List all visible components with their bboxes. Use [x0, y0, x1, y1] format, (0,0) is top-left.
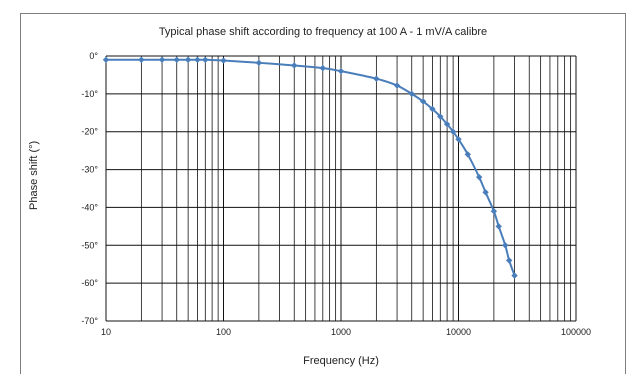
data-point-marker: [505, 257, 513, 264]
data-point-marker: [408, 90, 415, 98]
data-point-marker: [490, 208, 498, 215]
data-point-marker: [373, 75, 380, 82]
data-point-marker: [255, 59, 263, 67]
y-tick-label: -40°: [81, 202, 98, 212]
data-point-marker: [337, 67, 345, 75]
y-tick-label: -60°: [81, 278, 98, 288]
data-point-marker: [194, 56, 201, 63]
y-tick-label: -50°: [81, 240, 98, 250]
data-point-marker: [173, 56, 180, 63]
y-tick-label: -30°: [81, 165, 98, 175]
chart-title: Typical phase shift according to frequen…: [158, 26, 488, 38]
data-point-marker: [419, 98, 427, 105]
data-point-marker: [437, 113, 444, 120]
data-point-marker: [319, 64, 326, 72]
x-tick-label: 1000: [331, 327, 351, 337]
data-point-marker: [475, 173, 483, 181]
data-point-marker: [511, 272, 518, 279]
data-point-marker: [502, 242, 509, 249]
data-point-marker: [429, 105, 436, 113]
data-point-marker: [495, 223, 502, 230]
y-tick-label: 0°: [89, 51, 98, 61]
data-point-marker: [102, 56, 110, 63]
data-point-marker: [291, 62, 298, 69]
data-point-marker: [455, 136, 462, 143]
x-axis-label: Frequency (Hz): [303, 355, 379, 367]
data-point-marker: [464, 151, 472, 158]
data-point-marker: [158, 56, 166, 63]
y-tick-label: -10°: [81, 89, 98, 99]
x-tick-label: 100: [216, 327, 231, 337]
x-tick-label: 10000: [446, 327, 471, 337]
y-tick-label: -20°: [81, 127, 98, 137]
data-point-marker: [138, 56, 145, 63]
data-point-marker: [393, 82, 401, 89]
data-point-marker: [443, 120, 451, 128]
data-point-marker: [184, 56, 192, 63]
x-tick-label: 100000: [561, 327, 591, 337]
data-point-marker: [220, 57, 227, 64]
y-tick-label: -70°: [81, 316, 98, 326]
data-point-marker: [202, 56, 209, 63]
chart-frame: [20, 13, 626, 374]
data-point-marker: [449, 128, 457, 135]
data-point-marker: [482, 189, 489, 196]
x-tick-label: 10: [101, 327, 111, 337]
